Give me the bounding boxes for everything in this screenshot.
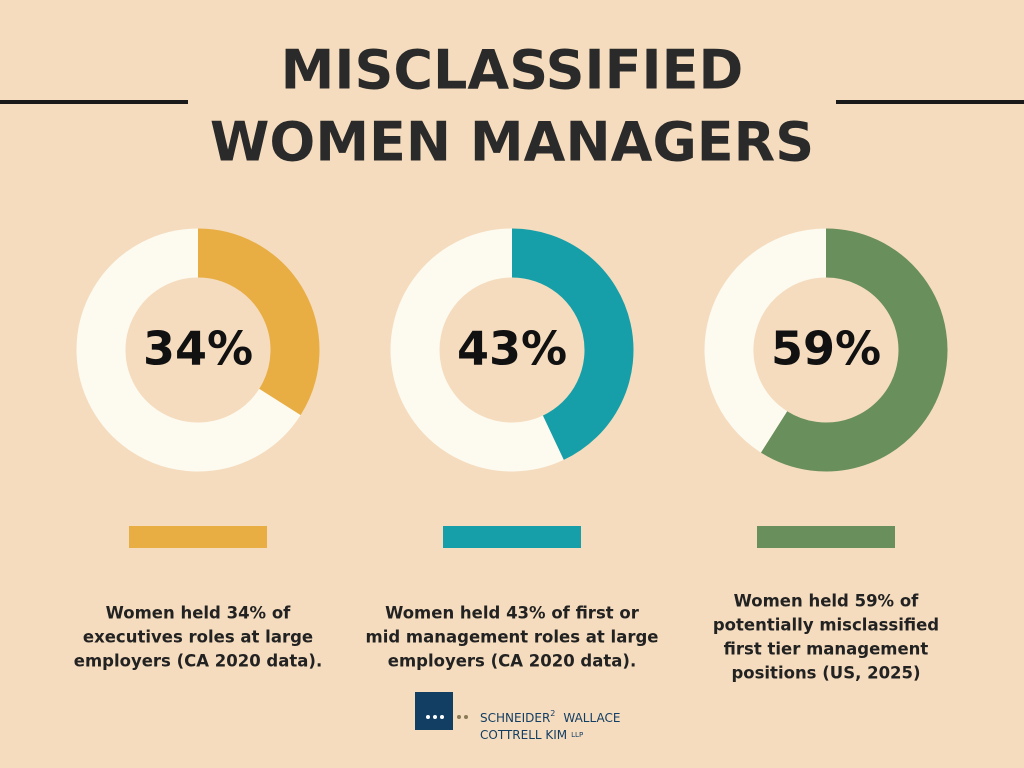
caption-line: employers (CA 2020 data). — [388, 652, 636, 671]
color-key — [443, 526, 581, 548]
logo-dot — [433, 715, 437, 719]
caption-line: positions (US, 2025) — [731, 664, 920, 683]
title-line: MISCLASSIFIED — [281, 39, 744, 102]
caption-line: Women held 59% of — [734, 592, 920, 611]
logo-dot — [457, 715, 461, 719]
title-line: WOMEN MANAGERS — [210, 111, 814, 174]
caption-line: mid management roles at large — [366, 628, 659, 647]
caption-line: Women held 43% of first or — [385, 604, 640, 623]
value-label: 43% — [457, 322, 567, 376]
logo-text: SCHNEIDER2 WALLACE — [480, 709, 620, 725]
logo-name: WALLACE — [563, 711, 620, 725]
logo-text: COTTRELL KIM LLP — [480, 728, 583, 742]
donut-segment — [704, 228, 827, 453]
logo-name: COTTRELL KIM — [480, 728, 567, 742]
color-key — [757, 526, 895, 548]
logo-suffix: LLP — [571, 731, 583, 739]
logo-dot — [464, 715, 468, 719]
logo-sup: 2 — [550, 709, 555, 718]
value-label: 59% — [771, 322, 881, 376]
caption-line: first tier management — [724, 640, 929, 659]
logo: SCHNEIDER2 WALLACE COTTRELL KIM LLP — [415, 692, 620, 742]
donut-segment — [197, 228, 320, 416]
value-label: 34% — [143, 322, 253, 376]
donut-segment — [390, 228, 564, 472]
donut-segment — [511, 228, 634, 460]
donut-segment — [760, 228, 948, 472]
caption-line: potentially misclassified — [713, 616, 939, 635]
logo-dot — [440, 715, 444, 719]
logo-name: SCHNEIDER — [480, 711, 550, 725]
logo-dot — [426, 715, 430, 719]
logo-square — [415, 692, 453, 730]
caption-line: Women held 34% of — [106, 604, 292, 623]
caption-line: employers (CA 2020 data). — [74, 652, 322, 671]
caption-line: executives roles at large — [83, 628, 313, 647]
donut-segment — [76, 228, 301, 472]
color-key — [129, 526, 267, 548]
